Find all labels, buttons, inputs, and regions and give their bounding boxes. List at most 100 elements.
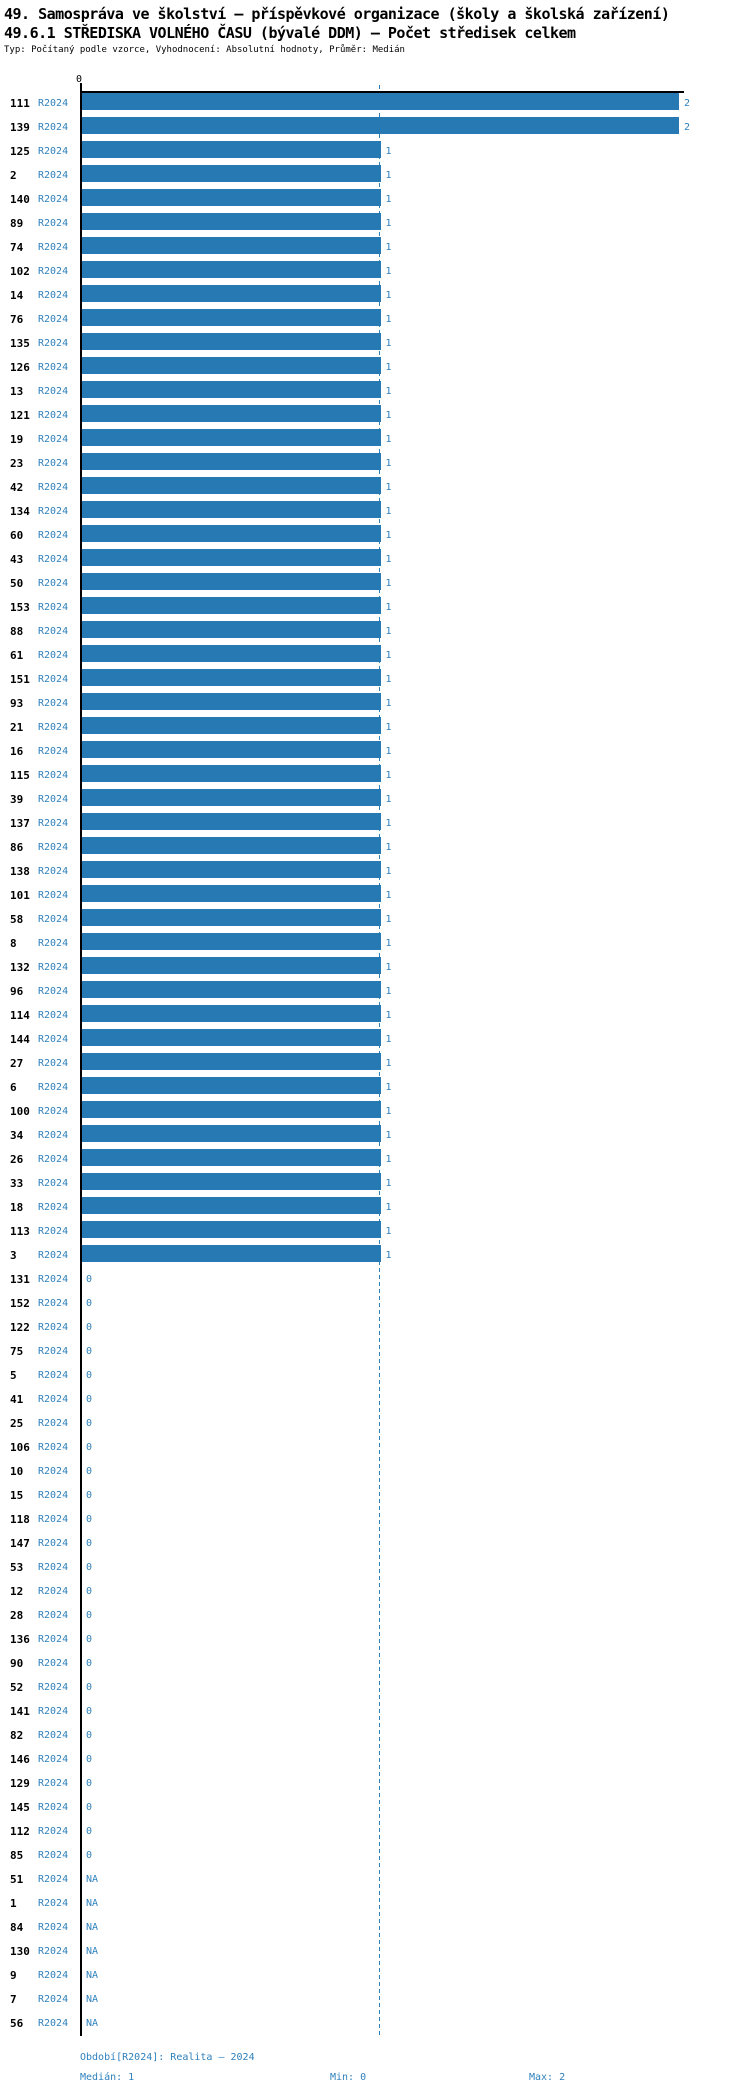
chart-row: 106 R2024 0 (0, 1436, 750, 1460)
value-bar (82, 933, 381, 950)
row-period-label: R2024 (38, 1418, 69, 1429)
chart-row: 10 R2024 0 (0, 1460, 750, 1484)
row-period-label: R2024 (38, 1850, 69, 1861)
row-period-label: R2024 (38, 986, 69, 997)
row-id-label: 9 (10, 1969, 17, 1982)
bar-value-label: 0 (86, 1274, 93, 1285)
bar-value-label: 1 (385, 554, 392, 565)
row-period-label: R2024 (38, 1946, 69, 1957)
bar-value-label: 1 (385, 1202, 392, 1213)
bar-value-label: 1 (385, 1058, 392, 1069)
value-bar (82, 765, 381, 782)
chart-row: 146 R2024 0 (0, 1748, 750, 1772)
chart-row: 9 R2024 NA (0, 1964, 750, 1988)
row-id-label: 39 (10, 793, 24, 806)
value-bar (82, 645, 381, 662)
chart-row: 60 R2024 1 (0, 524, 750, 548)
row-period-label: R2024 (38, 1274, 69, 1285)
row-id-label: 16 (10, 745, 24, 758)
chart-row: 130 R2024 NA (0, 1940, 750, 1964)
bar-value-label: 0 (86, 1442, 93, 1453)
row-period-label: R2024 (38, 218, 69, 229)
chart-row: 140 R2024 1 (0, 188, 750, 212)
row-period-label: R2024 (38, 1442, 69, 1453)
chart-row: 42 R2024 1 (0, 476, 750, 500)
chart-row: 152 R2024 0 (0, 1292, 750, 1316)
row-period-label: R2024 (38, 1994, 69, 2005)
chart-row: 52 R2024 0 (0, 1676, 750, 1700)
chart-row: 43 R2024 1 (0, 548, 750, 572)
row-id-label: 101 (10, 889, 30, 902)
chart-row: 100 R2024 1 (0, 1100, 750, 1124)
row-id-label: 146 (10, 1753, 30, 1766)
bar-value-label: 0 (86, 1730, 93, 1741)
value-bar (82, 813, 381, 830)
chart-row: 112 R2024 0 (0, 1820, 750, 1844)
chart-row: 18 R2024 1 (0, 1196, 750, 1220)
row-period-label: R2024 (38, 410, 69, 421)
chart-row: 13 R2024 1 (0, 380, 750, 404)
bar-value-label: 0 (86, 1538, 93, 1549)
chart-row: 27 R2024 1 (0, 1052, 750, 1076)
bar-value-label: NA (86, 1874, 99, 1885)
bar-value-label: 1 (385, 530, 392, 541)
bar-value-label: 0 (86, 1754, 93, 1765)
value-bar (82, 453, 381, 470)
row-id-label: 61 (10, 649, 24, 662)
row-period-label: R2024 (38, 1586, 69, 1597)
row-id-label: 10 (10, 1465, 24, 1478)
value-bar (82, 669, 381, 686)
chart-row: 50 R2024 1 (0, 572, 750, 596)
row-period-label: R2024 (38, 386, 69, 397)
chart-row: 26 R2024 1 (0, 1148, 750, 1172)
value-bar (82, 909, 381, 926)
bar-value-label: 1 (385, 626, 392, 637)
chart-row: 16 R2024 1 (0, 740, 750, 764)
bar-value-label: 1 (385, 290, 392, 301)
chart-row: 129 R2024 0 (0, 1772, 750, 1796)
row-period-label: R2024 (38, 1082, 69, 1093)
value-bar (82, 1245, 381, 1262)
row-period-label: R2024 (38, 1610, 69, 1621)
bar-value-label: 1 (385, 698, 392, 709)
row-period-label: R2024 (38, 818, 69, 829)
row-id-label: 132 (10, 961, 30, 974)
bar-value-label: 0 (86, 1490, 93, 1501)
row-period-label: R2024 (38, 1466, 69, 1477)
value-bar (82, 1101, 381, 1118)
value-bar (82, 717, 381, 734)
chart-row: 135 R2024 1 (0, 332, 750, 356)
bar-value-label: NA (86, 1946, 99, 1957)
row-period-label: R2024 (38, 1538, 69, 1549)
value-bar (82, 1149, 381, 1166)
chart-meta: Typ: Počítaný podle vzorce, Vyhodnocení:… (4, 45, 405, 55)
bar-value-label: NA (86, 1970, 99, 1981)
row-period-label: R2024 (38, 866, 69, 877)
value-bar (82, 429, 381, 446)
value-bar (82, 1053, 381, 1070)
bar-value-label: 1 (385, 1010, 392, 1021)
row-id-label: 28 (10, 1609, 24, 1622)
row-id-label: 15 (10, 1489, 24, 1502)
row-id-label: 19 (10, 433, 24, 446)
row-period-label: R2024 (38, 482, 69, 493)
bar-value-label: 1 (385, 1082, 392, 1093)
row-period-label: R2024 (38, 290, 69, 301)
chart-row: 86 R2024 1 (0, 836, 750, 860)
row-period-label: R2024 (38, 1514, 69, 1525)
chart-row: 118 R2024 0 (0, 1508, 750, 1532)
row-period-label: R2024 (38, 722, 69, 733)
value-bar (82, 957, 381, 974)
value-bar (82, 525, 381, 542)
bar-value-label: 1 (385, 218, 392, 229)
chart-row: 85 R2024 0 (0, 1844, 750, 1868)
chart-row: 102 R2024 1 (0, 260, 750, 284)
bar-value-label: 0 (86, 1802, 93, 1813)
row-id-label: 14 (10, 289, 24, 302)
row-period-label: R2024 (38, 770, 69, 781)
row-id-label: 85 (10, 1849, 24, 1862)
row-period-label: R2024 (38, 794, 69, 805)
row-period-label: R2024 (38, 242, 69, 253)
chart-row: 23 R2024 1 (0, 452, 750, 476)
